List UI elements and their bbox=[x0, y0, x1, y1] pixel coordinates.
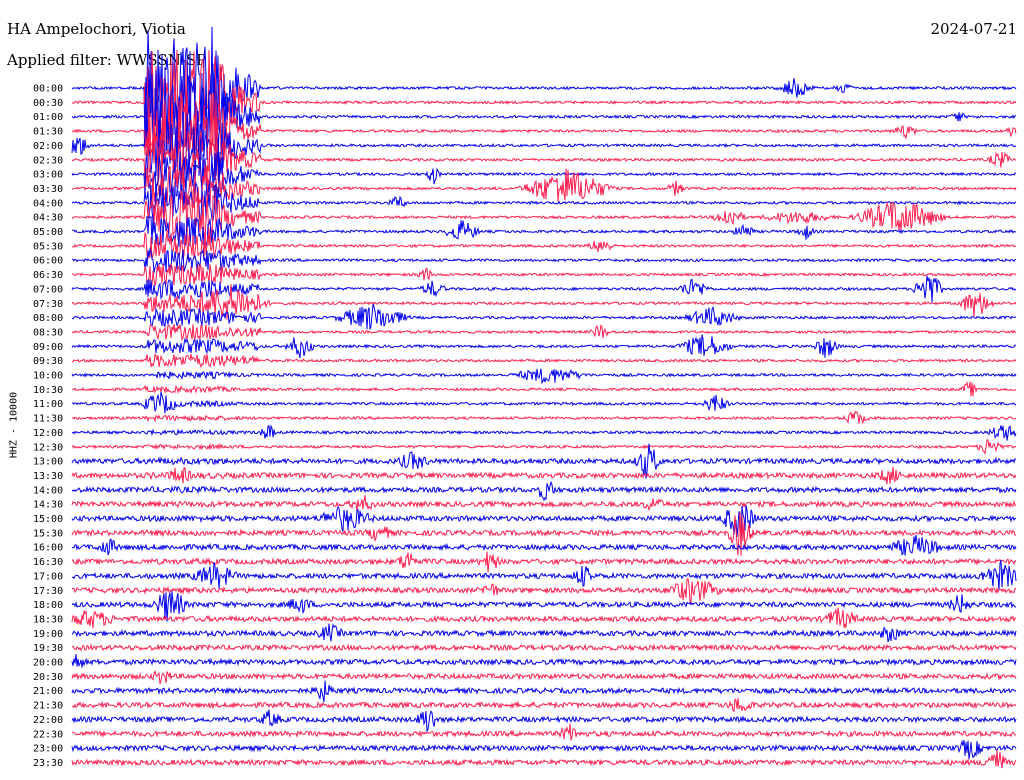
trace-line bbox=[71, 680, 1017, 703]
trace-line bbox=[71, 368, 1017, 385]
filter-label: Applied filter: WWSSN-SP bbox=[7, 51, 207, 69]
time-label: 17:30 bbox=[33, 586, 63, 597]
time-label: 18:30 bbox=[33, 614, 63, 625]
time-label: 13:30 bbox=[33, 471, 63, 482]
trace-line bbox=[71, 129, 1017, 190]
time-label: 12:00 bbox=[33, 428, 63, 439]
time-label: 03:00 bbox=[33, 170, 63, 181]
trace-line bbox=[71, 466, 1017, 485]
trace-line bbox=[71, 749, 1017, 769]
trace-line bbox=[71, 181, 1016, 222]
trace-line bbox=[71, 623, 1017, 643]
trace-line bbox=[71, 324, 1017, 342]
trace-line bbox=[71, 559, 1017, 591]
time-label: 23:30 bbox=[33, 758, 63, 769]
trace-line bbox=[71, 654, 1017, 668]
time-label: 15:30 bbox=[33, 528, 63, 539]
trace-line bbox=[71, 607, 1017, 629]
time-label: 11:00 bbox=[33, 399, 63, 410]
time-label: 09:30 bbox=[33, 356, 63, 367]
time-label: 06:00 bbox=[33, 256, 63, 267]
time-label: 11:30 bbox=[33, 414, 63, 425]
time-label: 05:00 bbox=[33, 227, 63, 238]
trace-line bbox=[71, 495, 1017, 512]
time-label: 04:30 bbox=[33, 213, 63, 224]
time-label: 04:00 bbox=[33, 198, 63, 209]
trace-line bbox=[71, 591, 1017, 622]
time-label: 14:30 bbox=[33, 500, 63, 511]
trace-line bbox=[71, 669, 1017, 685]
time-label: 19:30 bbox=[33, 643, 63, 654]
trace-line bbox=[71, 511, 1017, 556]
time-label: 09:00 bbox=[33, 342, 63, 353]
trace-line bbox=[71, 709, 1017, 734]
trace-line bbox=[71, 443, 1017, 479]
trace-line bbox=[71, 534, 1017, 556]
time-label: 02:00 bbox=[33, 141, 63, 152]
trace-line bbox=[71, 551, 1017, 573]
time-label: 12:30 bbox=[33, 442, 63, 453]
trace-line bbox=[72, 215, 1017, 249]
time-label: 16:30 bbox=[33, 557, 63, 568]
time-label: 05:30 bbox=[33, 241, 63, 252]
time-label: 19:00 bbox=[33, 629, 63, 640]
time-label: 21:30 bbox=[33, 701, 63, 712]
trace-line bbox=[71, 439, 1017, 456]
time-label: 03:30 bbox=[33, 184, 63, 195]
trace-line bbox=[71, 697, 1017, 713]
time-label: 07:00 bbox=[33, 284, 63, 295]
trace-line bbox=[71, 505, 1017, 538]
trace-line bbox=[71, 352, 1017, 369]
trace-line bbox=[71, 739, 1017, 760]
time-label: 14:00 bbox=[33, 485, 63, 496]
time-label: 00:30 bbox=[33, 98, 63, 109]
time-label: 22:00 bbox=[33, 715, 63, 726]
trace-line bbox=[71, 723, 1016, 741]
time-label: 10:00 bbox=[33, 371, 63, 382]
trace-line bbox=[71, 391, 1017, 414]
time-label: 22:30 bbox=[33, 729, 63, 740]
time-label: 18:00 bbox=[33, 600, 63, 611]
trace-line bbox=[71, 303, 1017, 330]
trace-line bbox=[71, 577, 1017, 604]
time-label: 23:00 bbox=[33, 744, 63, 755]
trace-line bbox=[71, 424, 1017, 441]
trace-line bbox=[71, 480, 1017, 502]
time-label: 20:00 bbox=[33, 658, 63, 669]
time-label: 06:30 bbox=[33, 270, 63, 281]
time-label: 08:30 bbox=[33, 327, 63, 338]
time-label: 08:00 bbox=[33, 313, 63, 324]
trace-line bbox=[71, 165, 1017, 211]
trace-line bbox=[71, 410, 1017, 425]
time-label: 20:30 bbox=[33, 672, 63, 683]
time-label: 01:00 bbox=[33, 112, 63, 123]
time-label: 13:00 bbox=[33, 457, 63, 468]
trace-line bbox=[71, 247, 1017, 273]
trace-line bbox=[71, 150, 1017, 200]
time-label: 10:30 bbox=[33, 385, 63, 396]
time-label: 00:00 bbox=[33, 84, 63, 95]
trace-line bbox=[71, 275, 1017, 303]
station-title: HA Ampelochori, Viotia bbox=[7, 20, 186, 38]
time-label: 21:00 bbox=[33, 686, 63, 697]
trace-line bbox=[71, 334, 1017, 359]
record-date: 2024-07-21 bbox=[930, 20, 1017, 38]
trace-line bbox=[71, 643, 1017, 653]
time-label: 15:00 bbox=[33, 514, 63, 525]
trace-line bbox=[71, 69, 1017, 166]
trace-line bbox=[71, 283, 1017, 320]
trace-line bbox=[71, 232, 1016, 260]
time-label: 02:30 bbox=[33, 155, 63, 166]
time-label: 07:30 bbox=[33, 299, 63, 310]
time-label: 16:00 bbox=[33, 543, 63, 554]
trace-line bbox=[71, 262, 1017, 287]
trace-line bbox=[71, 49, 1017, 154]
time-label: 17:00 bbox=[33, 571, 63, 582]
trace-line bbox=[71, 381, 1017, 397]
time-label: 01:30 bbox=[33, 127, 63, 138]
